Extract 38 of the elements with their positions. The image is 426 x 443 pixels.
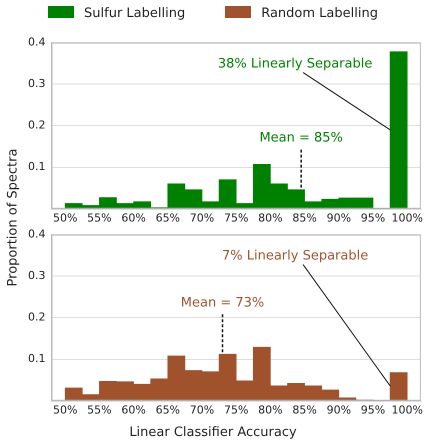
annotation: 7% Linearly Separable bbox=[222, 248, 368, 264]
y-tick-label: 0.4 bbox=[28, 35, 46, 48]
x-tick-label: 60% bbox=[121, 403, 146, 416]
y-tick-label: 0.1 bbox=[28, 352, 46, 366]
x-tick-label: 85% bbox=[292, 403, 317, 416]
x-tick-label: 95% bbox=[360, 211, 386, 224]
x-tick-label: 65% bbox=[156, 403, 180, 416]
x-tick-label: 100% bbox=[391, 403, 423, 416]
y-tick-label: 0.2 bbox=[28, 118, 46, 132]
x-tick-label: 55% bbox=[87, 403, 112, 416]
x-tick-label: 95% bbox=[360, 403, 386, 416]
x-tick-label: 70% bbox=[190, 403, 214, 416]
x-tick-label: 90% bbox=[326, 211, 352, 224]
legend-label: Random Labelling bbox=[260, 6, 378, 21]
y-tick-label: 0.2 bbox=[28, 310, 46, 324]
annotation: Mean = 85% bbox=[259, 130, 343, 146]
x-tick-label: 80% bbox=[258, 403, 283, 416]
y-tick-label: 0.3 bbox=[28, 269, 46, 282]
annotation: 38% Linearly Separable bbox=[218, 56, 372, 72]
x-tick-label: 70% bbox=[190, 211, 214, 224]
x-tick-label: 80% bbox=[258, 211, 283, 224]
y-tick-label: 0.4 bbox=[28, 227, 46, 240]
x-tick-label: 100% bbox=[391, 211, 423, 224]
x-tick-label: 85% bbox=[292, 211, 317, 224]
x-tick-label: 65% bbox=[156, 211, 180, 224]
y-tick-label: 0.1 bbox=[28, 160, 46, 174]
y-tick-label: 0.3 bbox=[28, 77, 46, 90]
x-tick-label: 60% bbox=[121, 211, 146, 224]
x-tick-label: 75% bbox=[224, 403, 248, 416]
x-tick-label: 90% bbox=[326, 403, 352, 416]
y-axis-title: Proportion of Spectra bbox=[6, 148, 20, 288]
x-tick-label: 55% bbox=[87, 211, 112, 224]
x-tick-label: 50% bbox=[52, 403, 78, 416]
x-axis-title: Linear Classifier Accuracy bbox=[128, 425, 298, 440]
x-tick-label: 50% bbox=[52, 211, 78, 224]
x-tick-label: 75% bbox=[224, 211, 248, 224]
annotation: Mean = 73% bbox=[180, 295, 264, 310]
legend-label: Sulfur Labelling bbox=[83, 6, 186, 21]
